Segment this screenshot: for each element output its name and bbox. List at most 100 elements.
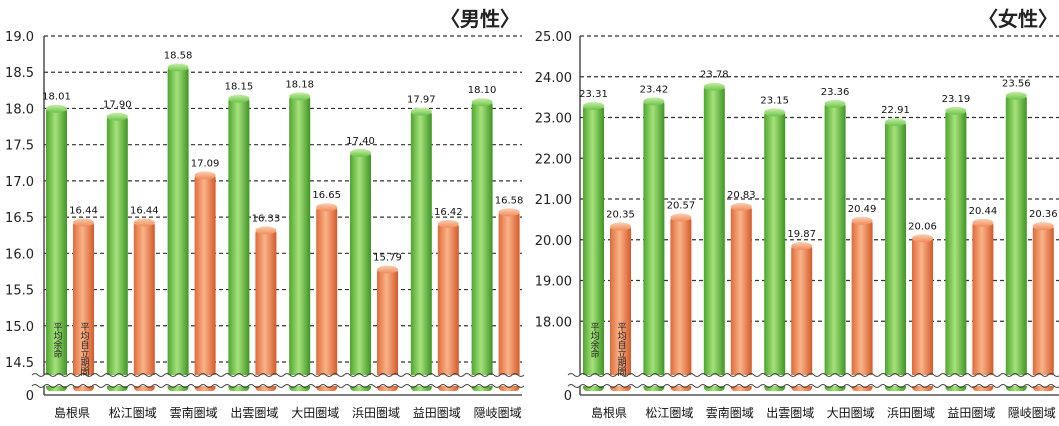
independent-period-bar-cap [73,218,94,227]
life-expectancy-bar [764,111,786,391]
life-expectancy-bar-cap [289,92,311,101]
legend-independent-period-label: 平均自立期間 [616,322,627,377]
female-y-tick-label: 23.00 [535,112,572,127]
male-y-tick-label: 17.5 [5,139,34,154]
independent-period-bar [498,211,520,391]
independent-period-bar [791,245,813,391]
data-label: 20.83 [727,190,756,201]
data-label: 15.79 [373,253,402,264]
female-y-tick-label: 21.00 [535,193,572,208]
data-label: 18.10 [468,85,497,96]
category-label: 隠岐圏域 [1008,406,1056,420]
life-expectancy-bar-cap [945,106,967,115]
life-expectancy-bar-cap [350,148,371,157]
category-label: 隠岐圏域 [474,406,522,420]
independent-period-bar [133,221,155,391]
data-label: 23.15 [760,95,789,106]
male-y-tick-label: 14.5 [5,356,34,371]
data-label: 17.09 [191,158,220,169]
male-y-tick-label: 15.5 [5,284,34,299]
independent-period-bar [730,205,752,391]
category-label: 大田圏域 [291,406,339,420]
data-label: 17.90 [103,100,132,111]
data-label: 18.15 [225,82,254,93]
data-label: 16.44 [130,205,159,216]
data-label: 20.36 [1029,209,1058,220]
male-axis-break-wave [31,373,525,377]
data-label: 16.42 [434,207,463,218]
male-y-tick-label: 17.0 [5,175,34,190]
data-label: 17.97 [407,95,436,106]
male-axis-break-wave [31,384,525,388]
life-expectancy-bar [583,104,604,392]
male-chart-panel: 〈男性〉 0 14.5 15.0 15.5 16.0 16.5 17.0 17.5 18.0 18.… [5,7,525,420]
category-label: 島根県 [591,405,627,420]
life-expectancy-bar [289,95,311,391]
independent-period-bar [194,174,216,391]
independent-period-bar-cap [670,213,692,222]
independent-period-bar-cap [255,226,277,235]
male-y-tick-label: 16.0 [5,247,34,262]
life-expectancy-bar [945,109,967,391]
male-axis-break-band [32,375,522,386]
life-expectancy-bar-cap [885,118,906,127]
category-label: 松江圏域 [109,406,157,420]
independent-period-bar [377,268,398,391]
data-label: 16.65 [312,190,341,201]
category-label: 益田圏域 [947,406,995,420]
female-y-tick-label: 19.00 [535,275,572,290]
independent-period-bar-cap [972,218,994,227]
independent-period-bar-cap [133,218,155,227]
category-label: 浜田圏域 [352,406,400,420]
independent-period-bar-cap [437,219,459,228]
male-y-tick-label: 19.0 [5,30,34,45]
life-expectancy-bar-cap [764,108,786,117]
life-expectancy-bar-cap [106,112,128,121]
data-label: 18.18 [285,79,314,90]
independent-period-bar-cap [791,242,813,251]
category-label: 雲南圏域 [706,405,754,420]
male-y-tick-label: 0 [26,389,34,404]
independent-period-bar [972,221,994,391]
data-label: 23.19 [942,94,971,105]
female-axis-break-wave [567,384,1059,388]
female-chart-panel: 〈女性〉 0 18.00 19.00 20.00 21.00 22.00 23.00 24.00… [535,7,1059,420]
life-expectancy-bar-cap [703,82,725,91]
life-expectancy-bar-cap [228,94,250,103]
life-expectancy-bar [350,151,371,391]
independent-period-bar-cap [194,171,216,180]
life-expectancy-bar-cap [410,107,432,116]
female-y-tick-label: 0 [564,389,572,404]
data-label: 20.44 [969,206,998,217]
independent-period-bar [851,219,873,391]
life-expectancy-bar [1005,94,1027,392]
data-label: 18.01 [42,92,71,103]
life-expectancy-bar-cap [643,97,665,106]
life-expectancy-bar-cap [824,99,846,108]
independent-period-bar [670,216,692,391]
female-y-tick-label: 24.00 [535,71,572,86]
male-chart-title: 〈男性〉 [440,7,520,31]
life-expectancy-bar-cap [471,98,493,107]
male-y-tick-label: 16.5 [5,211,34,226]
category-label: 浜田圏域 [887,406,935,420]
independent-period-bar [255,229,277,391]
life-expectancy-bar-cap [1005,91,1027,100]
life-expectancy-bar [167,66,189,391]
life-expectancy-bar [410,110,432,392]
life-expectancy-bar-cap [46,104,67,113]
independent-period-bar-cap [498,208,520,217]
female-axis-break-band [568,375,1059,386]
data-label: 23.56 [1002,79,1031,90]
category-label: 出雲圏域 [766,406,814,420]
independent-period-bar [437,222,459,391]
data-label: 23.36 [821,87,850,98]
male-y-tick-label: 18.0 [5,102,34,117]
data-label: 20.57 [667,201,696,212]
independent-period-bar-cap [912,234,933,243]
category-label: 益田圏域 [413,406,461,420]
female-y-tick-label: 25.00 [535,30,572,45]
life-expectancy-bar [885,121,906,391]
life-expectancy-bar [46,107,67,391]
independent-period-bar-cap [377,265,398,274]
